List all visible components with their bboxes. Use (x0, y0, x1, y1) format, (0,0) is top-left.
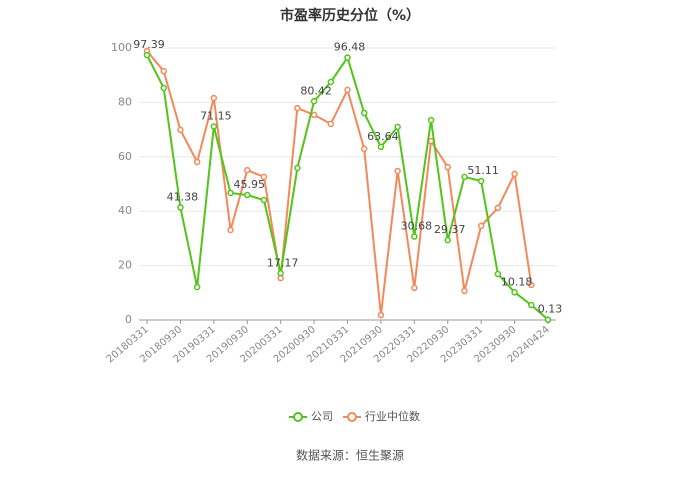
point (277, 270, 284, 277)
data-label: 10.18 (501, 275, 533, 288)
series-line (146, 54, 549, 321)
point (160, 67, 167, 75)
point (511, 170, 518, 178)
point (177, 126, 184, 134)
point (360, 109, 368, 117)
point (327, 78, 335, 86)
point (528, 301, 535, 309)
data-label: 97.39 (133, 38, 165, 51)
point (227, 189, 234, 197)
point (210, 94, 218, 102)
point (294, 104, 301, 112)
point (327, 120, 335, 128)
point (394, 123, 401, 131)
point (494, 204, 502, 212)
point (394, 167, 401, 175)
point (210, 123, 218, 130)
point (260, 173, 268, 181)
y-tick-label: 60 (118, 150, 132, 163)
data-label: 63.64 (367, 130, 399, 143)
point (294, 164, 301, 172)
y-tick-label: 0 (125, 313, 132, 326)
point (227, 226, 234, 234)
point (193, 283, 201, 291)
point (310, 111, 318, 119)
point (310, 98, 318, 105)
legend-marker (347, 412, 357, 422)
data-label: 29.37 (434, 223, 466, 236)
point (461, 173, 468, 181)
legend-label: 行业中位数 (365, 409, 420, 423)
series-line (146, 50, 533, 316)
y-tick-label: 100 (111, 41, 132, 54)
data-label: 71.15 (200, 109, 232, 122)
data-label: 51.11 (467, 164, 499, 177)
data-label: 80.42 (300, 84, 332, 97)
point (528, 281, 535, 289)
y-tick-label: 40 (118, 204, 132, 217)
point (444, 236, 451, 244)
data-label: 17.17 (267, 256, 299, 269)
data-label: 45.95 (234, 178, 266, 191)
point (344, 86, 351, 94)
legend-label: 公司 (311, 410, 333, 423)
point (360, 145, 368, 153)
data-label: 96.48 (334, 41, 366, 54)
point (244, 166, 251, 174)
point (444, 163, 451, 171)
point (193, 158, 201, 166)
point (411, 284, 418, 292)
point (377, 143, 385, 151)
data-label: 30.68 (401, 220, 433, 233)
y-tick-label: 80 (118, 95, 132, 108)
data-label: 0.13 (538, 303, 563, 316)
point (477, 177, 485, 185)
point (160, 84, 167, 92)
point (427, 116, 435, 124)
source: 数据来源：恒生聚源 (296, 448, 404, 463)
point (260, 196, 268, 204)
point (461, 287, 468, 295)
point (494, 270, 502, 278)
y-tick-label: 20 (118, 259, 132, 272)
data-label: 41.38 (167, 190, 199, 203)
point (143, 51, 151, 59)
point (177, 204, 184, 211)
point (344, 54, 351, 61)
point (511, 289, 518, 296)
legend-marker (293, 412, 303, 422)
point (244, 191, 251, 199)
chart-title: 市盈率历史分位（%） (280, 7, 420, 24)
point (411, 233, 418, 240)
point (377, 311, 385, 319)
point (477, 222, 485, 230)
point (544, 316, 552, 323)
